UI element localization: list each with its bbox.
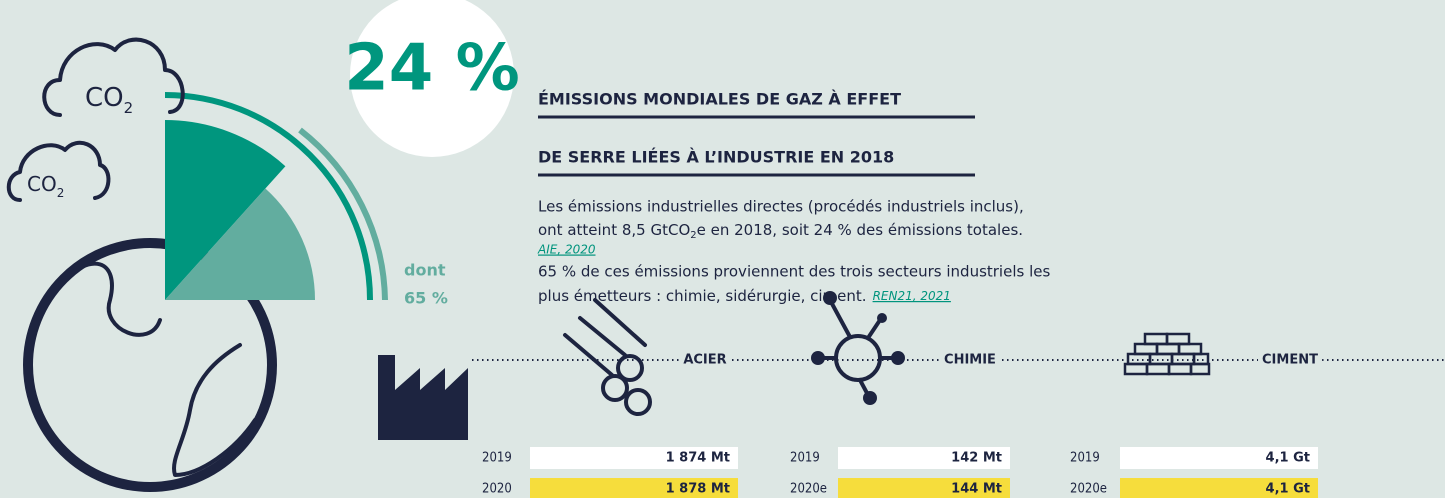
row-value: 1 878 Mt [666, 482, 730, 497]
sector-label: CHIMIE [944, 353, 996, 368]
row-value: 1 874 Mt [666, 451, 730, 466]
row-year: 2019 [1070, 451, 1100, 466]
row-year: 2020e [1070, 482, 1107, 497]
page: Émissions industrielles {"headline_perce… [0, 0, 1445, 498]
paragraph-line: 65 % de ces émissions proviennent des tr… [538, 263, 1050, 281]
factory-icon [378, 355, 468, 440]
row-year: 2019 [482, 451, 512, 466]
body: CO2 CO2 24 % dont 65 % ÉMISSIONS MONDIAL… [0, 0, 1445, 498]
paragraph-line: ont atteint 8,5 GtCO2e en 2018, soit 24 … [538, 221, 1023, 242]
cloud-text: CO [85, 83, 124, 113]
text-part: plus émetteurs : chimie, sidérurgie, cim… [538, 287, 867, 305]
cloud-sub: 2 [124, 99, 134, 117]
sector-label: CIMENT [1262, 353, 1318, 368]
row-year: 2019 [790, 451, 820, 466]
infographic: CO2 CO2 24 % dont 65 % ÉMISSIONS MONDIAL… [0, 0, 1445, 498]
chemistry-icon [811, 291, 905, 405]
row-value: 4,1 Gt [1266, 482, 1310, 497]
cloud-text: CO [27, 172, 57, 196]
cloud-sub: 2 [57, 186, 65, 200]
source-link[interactable]: REN21, 2021 [873, 289, 951, 303]
source-link[interactable]: AIE, 2020 [537, 243, 596, 257]
cloud-label: CO2 [27, 172, 64, 200]
row-value: 142 Mt [951, 451, 1002, 466]
text-part: e en 2018, soit 24 % des émissions total… [697, 221, 1023, 239]
share-label: dont [404, 261, 446, 280]
paragraph-line: Les émissions industrielles directes (pr… [538, 198, 1024, 216]
row-value: 4,1 Gt [1266, 451, 1310, 466]
cement-icon [1125, 334, 1209, 374]
row-year: 2020e [790, 482, 827, 497]
text-part: ont atteint 8,5 GtCO [538, 221, 690, 239]
row-year: 2020 [482, 482, 512, 497]
cloud-label: CO2 [85, 83, 133, 117]
sector-label: ACIER [683, 353, 726, 368]
headline-percent: 24 % [344, 32, 519, 106]
steel-icon [565, 300, 650, 414]
share-value: 65 % [404, 289, 448, 308]
title-line: DE SERRE LIÉES À L’INDUSTRIE EN 2018 [538, 148, 894, 167]
row-value: 144 Mt [951, 482, 1002, 497]
title-line: ÉMISSIONS MONDIALES DE GAZ À EFFET [538, 90, 901, 109]
